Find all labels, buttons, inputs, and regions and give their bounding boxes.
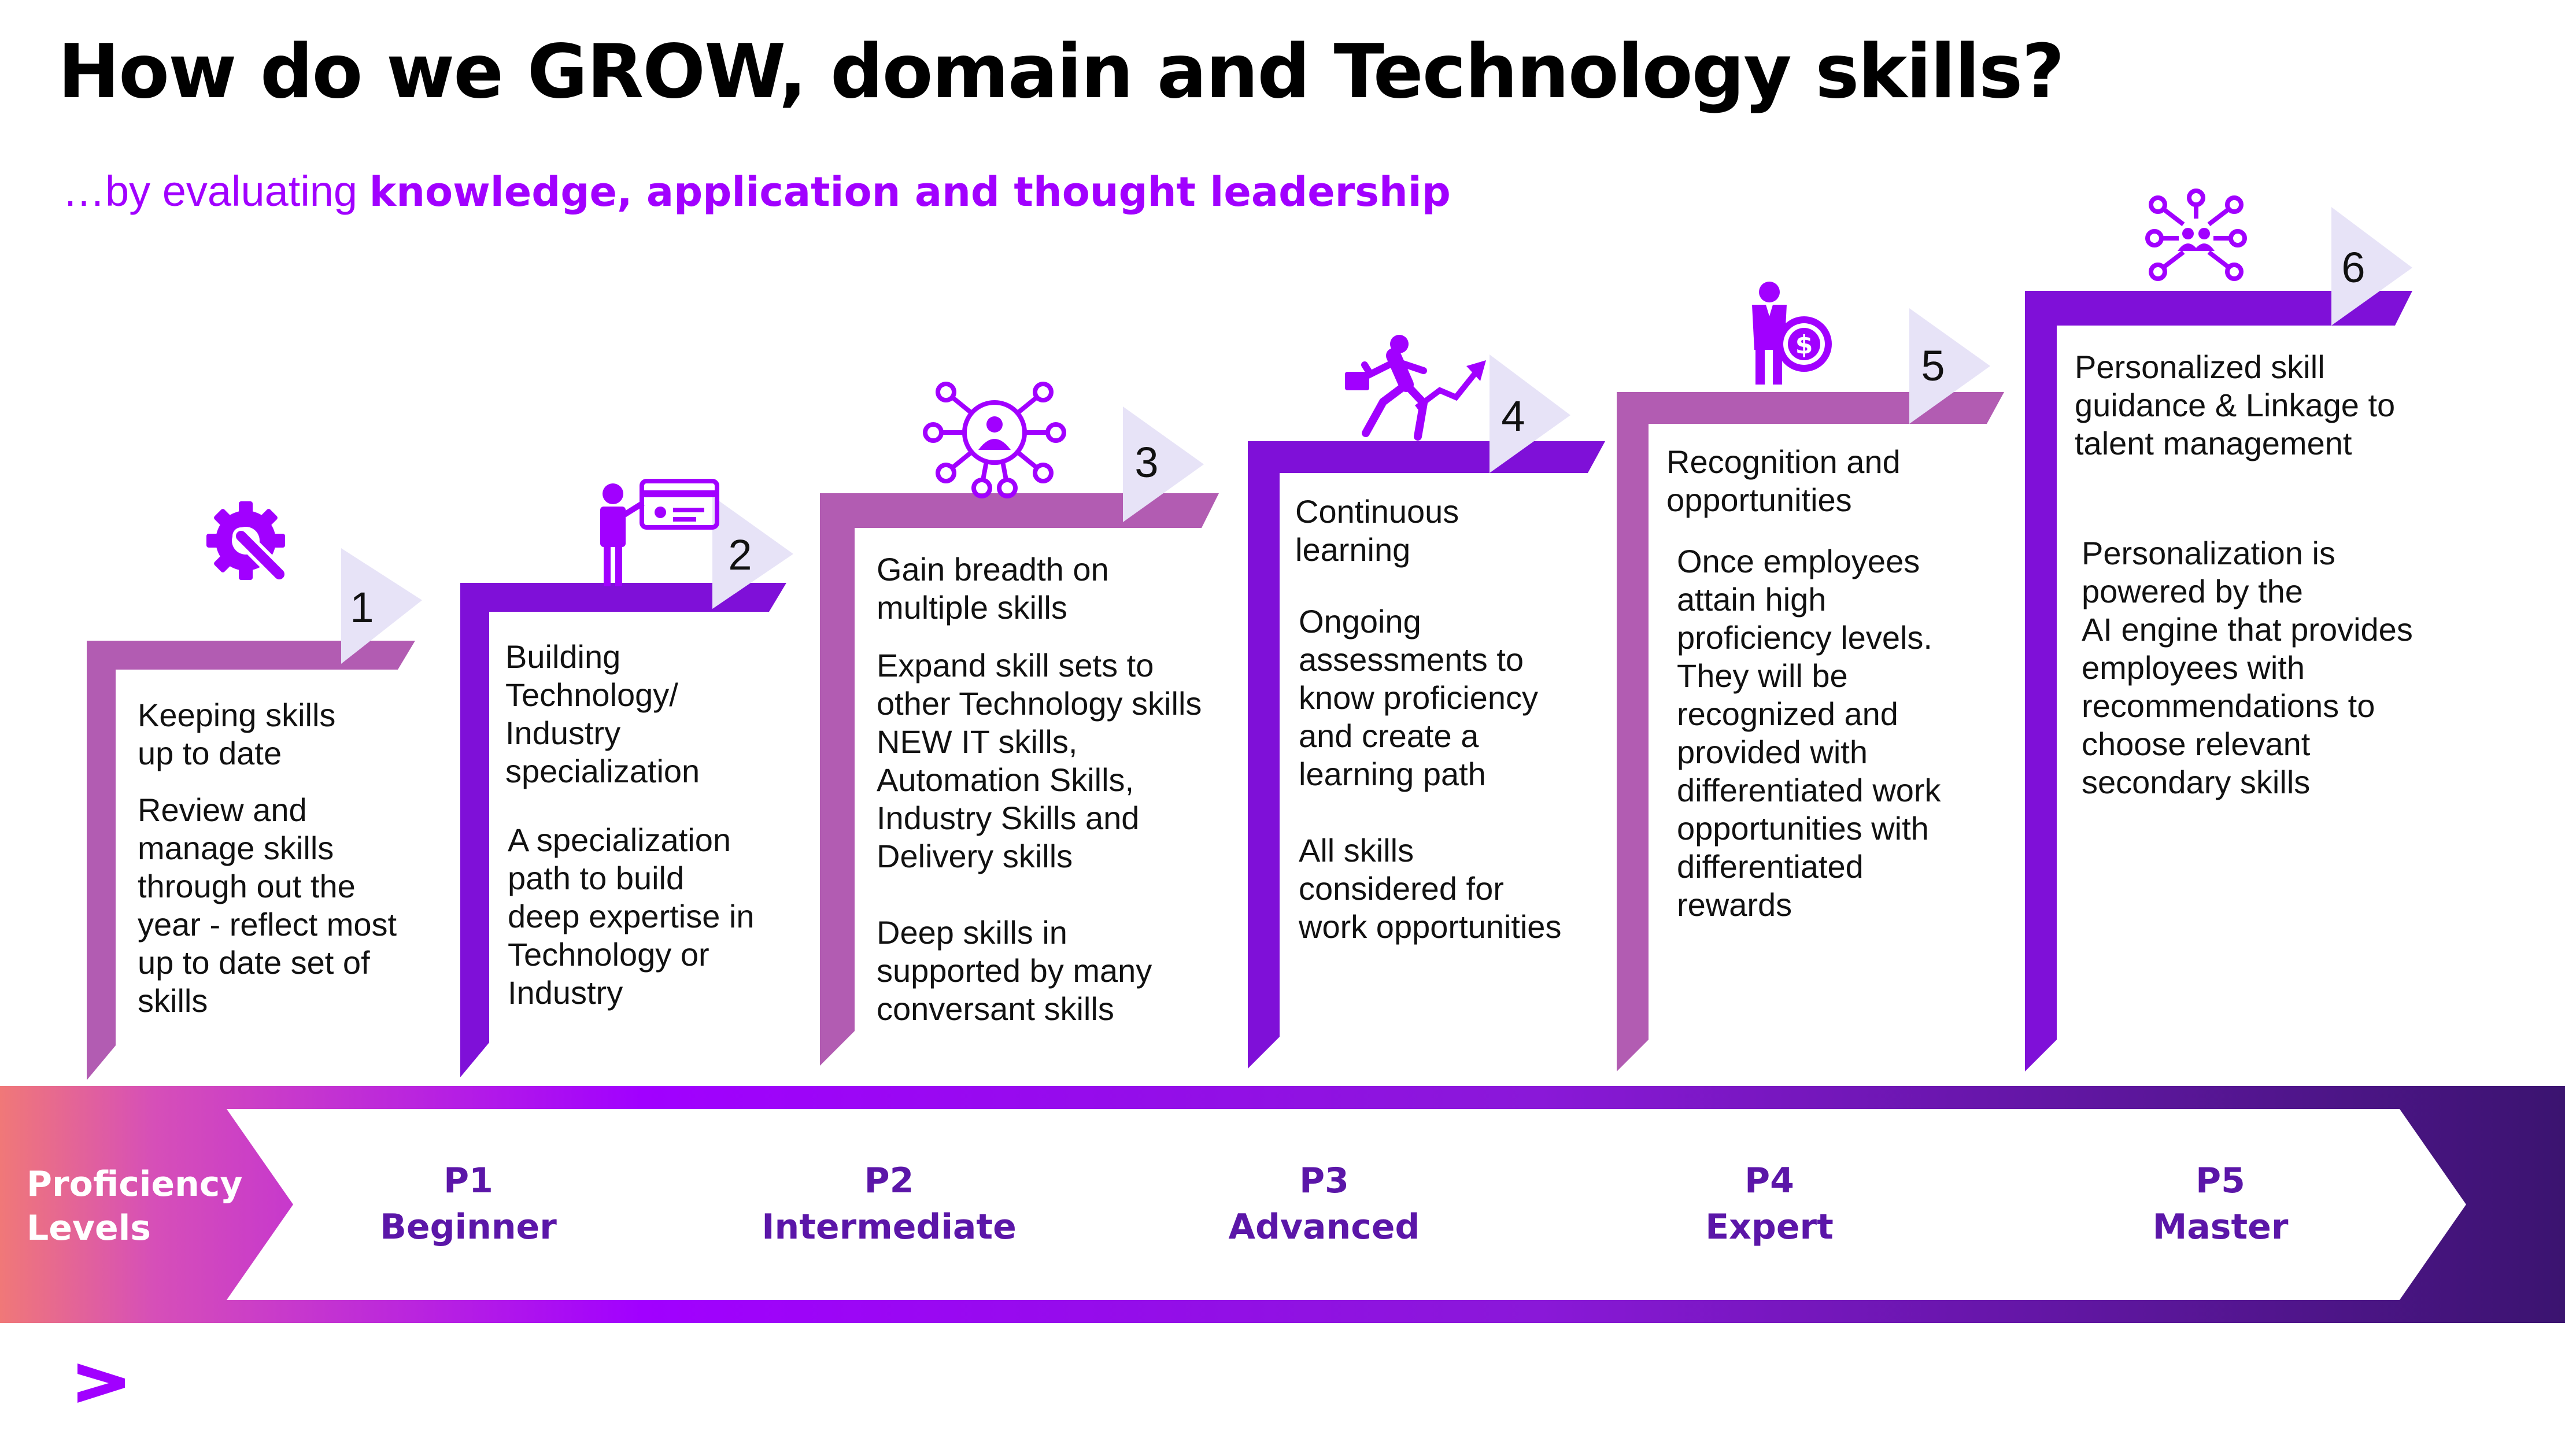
proficiency-label-line2: Levels (27, 1208, 151, 1248)
gear-wrench-icon (206, 501, 288, 583)
step-4-number: 4 (1501, 392, 1525, 440)
svg-text:$: $ (1795, 330, 1813, 360)
step-6-body: Personalization is powered by the AI eng… (2082, 535, 2413, 800)
level-p1-code: P1 (443, 1161, 493, 1201)
proficiency-label-line1: Proficiency (27, 1164, 243, 1204)
level-p1: P1 Beginner (353, 1158, 584, 1250)
step-6-title: Personalized skill guidance & Linkage to… (2075, 349, 2396, 461)
step-4-body: Ongoing assessments to know proficiency … (1299, 603, 1562, 945)
level-p3-name: Advanced (1228, 1207, 1420, 1247)
proficiency-levels-label: Proficiency Levels (27, 1162, 242, 1250)
step-4-title: Continuous learning (1295, 493, 1459, 568)
step-2-title: Building Technology/ Industry specializa… (505, 638, 700, 789)
accenture-logo-icon (77, 1363, 125, 1403)
level-p4-code: P4 (1745, 1161, 1794, 1201)
level-p2-code: P2 (864, 1161, 914, 1201)
person-card-icon (600, 479, 719, 586)
level-p5: P5 Master (2105, 1158, 2336, 1250)
page-title: How do we GROW, domain and Technology sk… (58, 29, 2065, 115)
level-p2-name: Intermediate (762, 1207, 1017, 1247)
step-5-title: Recognition and opportunities (1666, 444, 1901, 518)
step-1-title: Keeping skills up to date (138, 697, 336, 771)
running-man-arrow-icon (1345, 335, 1486, 441)
level-p3: P3 Advanced (1180, 1158, 1469, 1250)
level-chevron-p2 (651, 1109, 1180, 1300)
level-p4-name: Expert (1705, 1207, 1834, 1247)
level-p1-name: Beginner (380, 1207, 557, 1247)
step-1-number: 1 (350, 583, 374, 631)
step-5-shape: 5 (1617, 308, 2004, 1071)
step-4-shape: 4 (1248, 354, 1605, 1069)
step-2-body: A specialization path to build deep expe… (508, 822, 755, 1011)
step-3-title: Gain breadth on multiple skills (877, 551, 1109, 626)
level-p5-name: Master (2152, 1207, 2289, 1247)
network-users-icon (2145, 189, 2247, 281)
person-dollar-icon: $ (1752, 282, 1832, 385)
step-3-number: 3 (1134, 438, 1158, 486)
network-person-icon (923, 382, 1066, 498)
step-6-number: 6 (2341, 243, 2365, 291)
step-5-number: 5 (1921, 342, 1945, 390)
level-chevron-p5 (1966, 1109, 2466, 1300)
step-1-body: Review and manage skills through out the… (138, 792, 397, 1019)
level-chevron-p1 (227, 1109, 760, 1300)
level-chevron-p4 (1518, 1109, 2076, 1300)
step-3-body: Expand skill sets to other Technology sk… (877, 647, 1202, 1027)
subtitle: …by evaluating knowledge, application an… (62, 167, 1451, 216)
level-chevron-p3 (1070, 1109, 1628, 1300)
level-p5-code: P5 (2196, 1161, 2245, 1201)
step-3-shape: 3 (820, 407, 1219, 1066)
subtitle-prefix: …by evaluating (62, 167, 369, 215)
step-6-shape: 6 (2025, 207, 2412, 1071)
step-1-shape: 1 (87, 548, 422, 1080)
step-2-number: 2 (728, 531, 752, 579)
level-p3-code: P3 (1299, 1161, 1349, 1201)
level-p2: P2 Intermediate (743, 1158, 1035, 1250)
step-5-body: Once employees attain high proficiency l… (1677, 543, 1941, 923)
step-2-shape: 2 (460, 496, 793, 1077)
level-p4: P4 Expert (1654, 1158, 1885, 1250)
subtitle-emphasis: knowledge, application and thought leade… (369, 168, 1451, 216)
